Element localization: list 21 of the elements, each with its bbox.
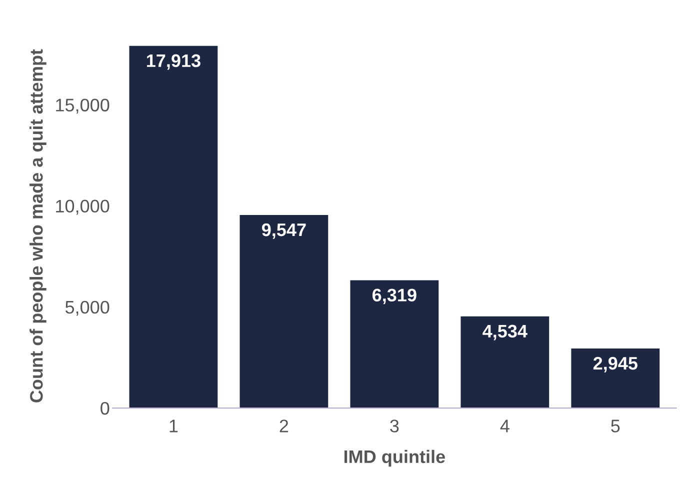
y-tick-label: 10,000 — [56, 200, 110, 215]
y-tick-label: 5,000 — [65, 300, 110, 316]
x-tick-label: 5 — [611, 420, 620, 432]
bar — [460, 316, 550, 408]
bar — [350, 280, 439, 408]
bar — [571, 348, 660, 408]
y-tick-label: 0 — [100, 402, 110, 415]
bar — [129, 46, 218, 408]
x-tick-label: 2 — [280, 420, 288, 432]
data-label: 4,534 — [482, 324, 528, 340]
x-axis-title: IMD quintile — [344, 450, 445, 467]
bar — [240, 215, 328, 408]
x-tick-label: 4 — [500, 420, 510, 432]
data-label: 6,319 — [372, 288, 416, 304]
x-tick-label: 3 — [390, 420, 399, 432]
data-label: 17,913 — [146, 54, 200, 70]
y-axis-title: Count of people who made a quit attempt — [30, 49, 46, 402]
data-label: 2,945 — [593, 356, 638, 372]
data-label: 9,547 — [262, 223, 306, 239]
y-tick-label: 15,000 — [56, 98, 110, 114]
x-tick-label: 1 — [170, 420, 178, 432]
